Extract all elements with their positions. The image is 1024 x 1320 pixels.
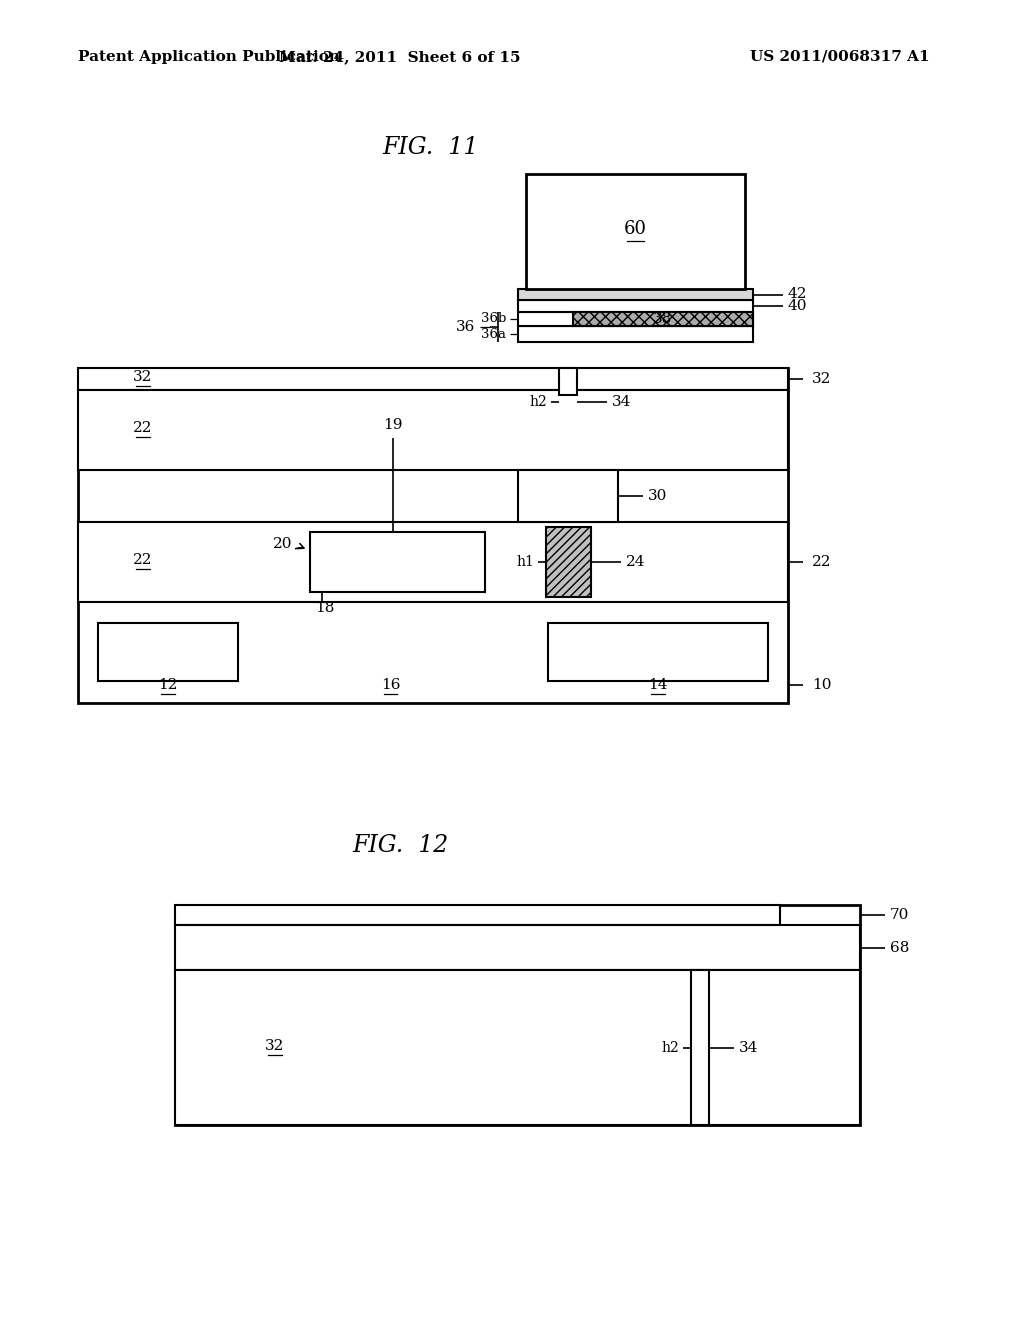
- Text: 36b: 36b: [480, 313, 506, 326]
- Bar: [559, 368, 577, 395]
- Text: 10: 10: [812, 678, 831, 692]
- Text: 30: 30: [648, 488, 668, 503]
- Bar: [98, 623, 238, 681]
- Bar: [518, 326, 753, 342]
- Text: h2: h2: [662, 1040, 679, 1055]
- Text: 36: 36: [456, 319, 475, 334]
- Bar: [546, 527, 591, 597]
- Bar: [548, 623, 768, 681]
- Bar: [78, 521, 788, 602]
- Text: 22: 22: [812, 554, 831, 569]
- Text: 22: 22: [133, 421, 153, 436]
- Text: 22: 22: [133, 553, 153, 568]
- Text: 68: 68: [890, 940, 909, 954]
- Text: 60: 60: [624, 220, 647, 239]
- Text: US 2011/0068317 A1: US 2011/0068317 A1: [751, 50, 930, 63]
- Text: 40: 40: [788, 300, 808, 313]
- Text: 36a: 36a: [481, 327, 506, 341]
- Text: 32: 32: [133, 370, 153, 384]
- Bar: [518, 289, 753, 300]
- Bar: [175, 906, 860, 1125]
- Bar: [310, 532, 485, 591]
- Text: 32: 32: [265, 1039, 285, 1052]
- Text: 38: 38: [653, 312, 673, 326]
- Text: 12: 12: [159, 678, 178, 692]
- Bar: [175, 925, 860, 970]
- Text: Patent Application Publication: Patent Application Publication: [78, 50, 340, 63]
- Text: 20: 20: [273, 537, 293, 550]
- Bar: [78, 389, 788, 470]
- Bar: [175, 906, 780, 925]
- Bar: [691, 970, 709, 1125]
- Text: 16: 16: [381, 678, 400, 692]
- Bar: [518, 312, 753, 326]
- Text: h2: h2: [529, 395, 547, 409]
- Bar: [175, 970, 860, 1125]
- Text: 18: 18: [315, 601, 335, 615]
- Text: FIG.  12: FIG. 12: [352, 833, 449, 857]
- Text: 14: 14: [648, 678, 668, 692]
- Text: 24: 24: [626, 554, 645, 569]
- Text: 42: 42: [788, 288, 808, 301]
- Bar: [78, 368, 788, 704]
- Bar: [526, 174, 745, 289]
- Bar: [573, 312, 753, 326]
- Bar: [78, 368, 788, 389]
- Text: 32: 32: [812, 372, 831, 385]
- Text: 34: 34: [739, 1040, 759, 1055]
- Bar: [518, 300, 753, 312]
- Text: h1: h1: [516, 554, 534, 569]
- Text: FIG.  11: FIG. 11: [382, 136, 478, 160]
- Text: Mar. 24, 2011  Sheet 6 of 15: Mar. 24, 2011 Sheet 6 of 15: [280, 50, 521, 63]
- Text: 19: 19: [383, 418, 402, 432]
- Text: 70: 70: [890, 908, 909, 921]
- Text: 34: 34: [612, 395, 632, 409]
- Bar: [518, 470, 618, 521]
